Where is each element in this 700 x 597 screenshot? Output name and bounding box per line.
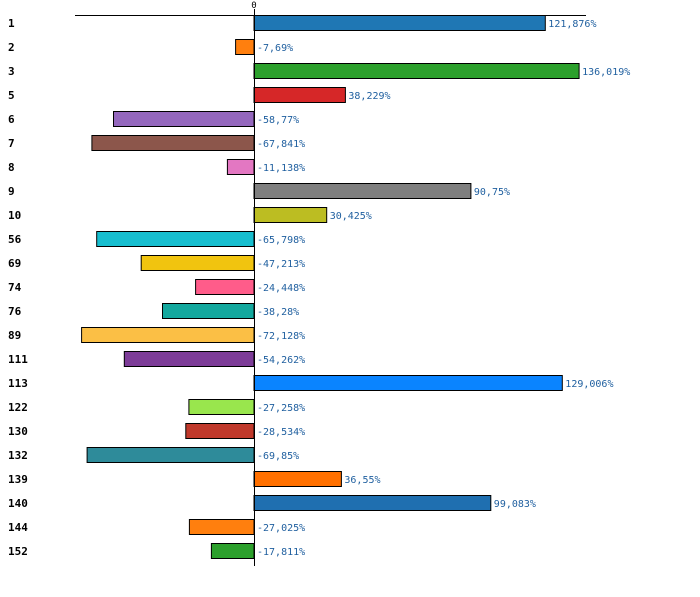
bar — [162, 303, 255, 319]
value-label: -27,025% — [257, 523, 305, 534]
value-label: 129,006% — [565, 379, 613, 390]
value-label: -72,128% — [257, 331, 305, 342]
value-label: -11,138% — [257, 163, 305, 174]
value-label: -47,213% — [257, 259, 305, 270]
value-label: -7,69% — [257, 43, 293, 54]
bar — [253, 207, 328, 223]
labels-group: 1 121,876% 2 -7,69% 3 136,019% 5 38,229% 6 -58,77… — [8, 17, 630, 558]
value-label: 30,425% — [330, 211, 372, 222]
bar — [188, 519, 255, 535]
value-label: 99,083% — [494, 499, 536, 510]
bar — [253, 183, 472, 199]
bar — [253, 495, 492, 511]
bar — [91, 135, 255, 151]
bar — [81, 327, 255, 343]
category-label: 56 — [8, 233, 22, 246]
category-label: 3 — [8, 65, 15, 78]
value-label: -24,448% — [257, 283, 305, 294]
value-label: -65,798% — [257, 235, 305, 246]
bar — [253, 15, 546, 31]
category-label: 8 — [8, 161, 15, 174]
bar — [96, 231, 255, 247]
category-label: 9 — [8, 185, 15, 198]
value-label: 136,019% — [582, 67, 630, 78]
bar — [253, 87, 346, 103]
value-label: 36,55% — [344, 475, 380, 486]
bar — [253, 471, 342, 487]
bar — [235, 39, 255, 55]
category-label: 89 — [8, 329, 21, 342]
value-label: -38,28% — [257, 307, 299, 318]
category-label: 7 — [8, 137, 15, 150]
category-label: 132 — [8, 449, 28, 462]
category-label: 111 — [8, 353, 28, 366]
value-label: -58,77% — [257, 115, 299, 126]
category-label: 69 — [8, 257, 21, 270]
category-label: 130 — [8, 425, 28, 438]
bar — [253, 375, 563, 391]
bar — [188, 399, 255, 415]
value-label: -28,534% — [257, 427, 305, 438]
zero-tick-label: 0 — [251, 1, 256, 11]
category-label: 113 — [8, 377, 28, 390]
bar — [210, 543, 255, 559]
bar — [226, 159, 255, 175]
value-label: 38,229% — [348, 91, 390, 102]
bar — [195, 279, 255, 295]
value-label: -27,258% — [257, 403, 305, 414]
bar — [253, 63, 580, 79]
category-label: 1 — [8, 17, 15, 30]
value-label: -69,85% — [257, 451, 299, 462]
value-label: -17,811% — [257, 547, 305, 558]
category-label: 10 — [8, 209, 21, 222]
bars-group — [81, 15, 580, 559]
value-label: 121,876% — [548, 19, 596, 30]
category-label: 152 — [8, 545, 28, 558]
bar — [185, 423, 255, 439]
value-label: 90,75% — [474, 187, 510, 198]
bar — [123, 351, 255, 367]
value-label: -67,841% — [257, 139, 305, 150]
category-label: 139 — [8, 473, 28, 486]
bar — [113, 111, 255, 127]
category-label: 140 — [8, 497, 28, 510]
category-label: 6 — [8, 113, 15, 126]
category-label: 2 — [8, 41, 15, 54]
bar — [86, 447, 255, 463]
category-label: 5 — [8, 89, 15, 102]
category-label: 74 — [8, 281, 22, 294]
category-label: 122 — [8, 401, 28, 414]
category-label: 76 — [8, 305, 22, 318]
category-label: 144 — [8, 521, 28, 534]
bar — [140, 255, 255, 271]
value-label: -54,262% — [257, 355, 305, 366]
